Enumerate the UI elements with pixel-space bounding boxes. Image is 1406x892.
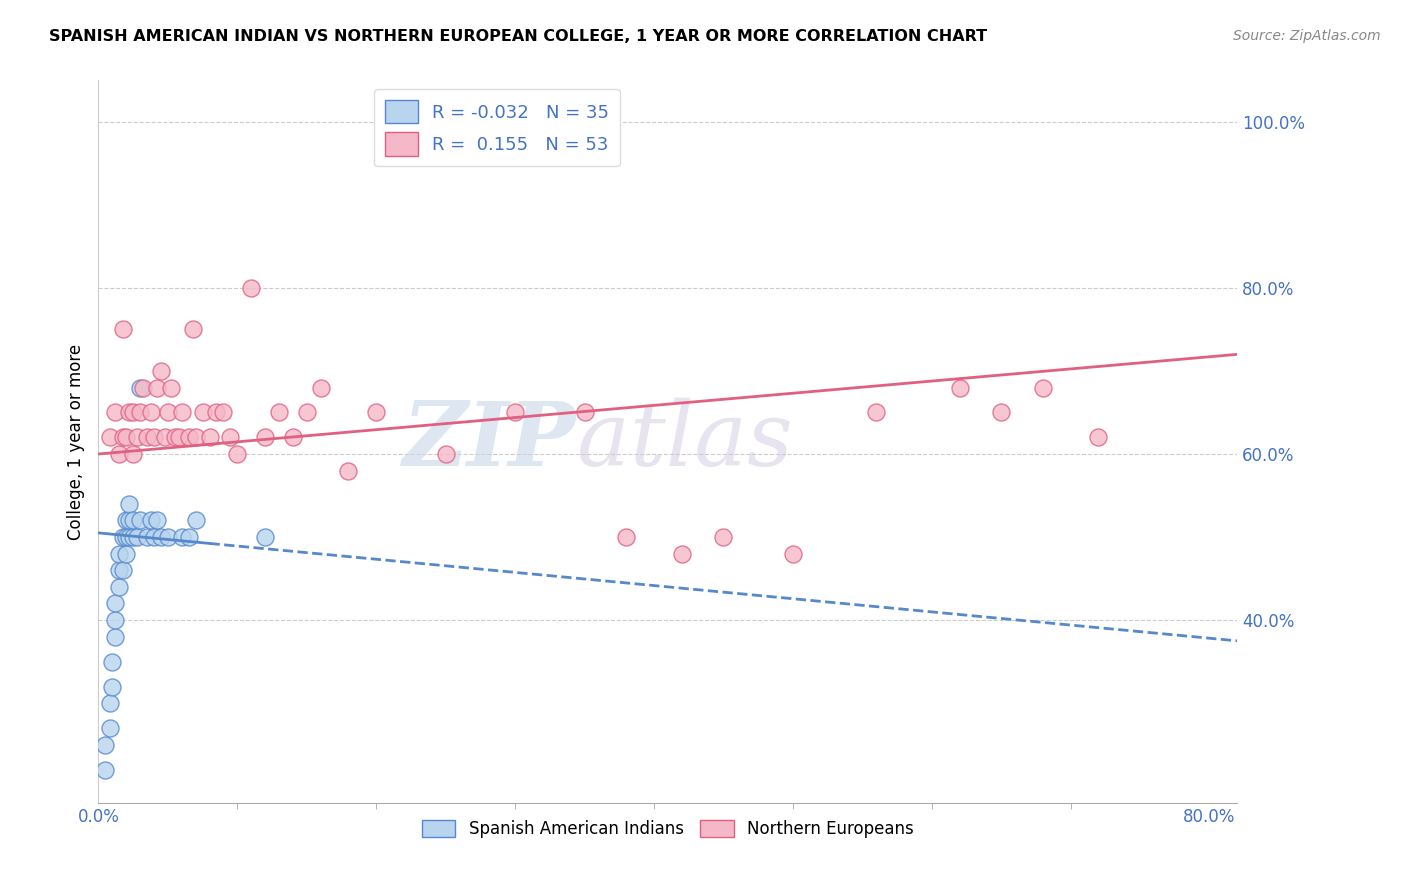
Point [159, 380, 181, 394]
Point [112, 530, 135, 544]
Point [205, 405, 228, 419]
Point [98, 696, 121, 710]
Point [112, 430, 135, 444]
Point [118, 405, 141, 419]
Point [98, 430, 121, 444]
Point [127, 530, 149, 544]
Point [108, 563, 131, 577]
Point [122, 513, 145, 527]
Point [122, 447, 145, 461]
Text: ZIP: ZIP [404, 399, 576, 484]
Point [104, 613, 127, 627]
Point [136, 530, 159, 544]
Point [267, 405, 290, 419]
Point [129, 405, 152, 419]
Point [149, 530, 172, 544]
Point [1087, 430, 1109, 444]
Point [101, 680, 124, 694]
Point [170, 405, 193, 419]
Point [226, 447, 249, 461]
Point [141, 405, 163, 419]
Point [112, 322, 135, 336]
Point [574, 405, 596, 419]
Text: atlas: atlas [576, 398, 793, 485]
Point [104, 405, 127, 419]
Point [153, 430, 176, 444]
Point [129, 380, 152, 394]
Point [191, 405, 214, 419]
Point [115, 547, 138, 561]
Point [143, 430, 166, 444]
Point [118, 497, 141, 511]
Point [184, 430, 207, 444]
Point [167, 430, 190, 444]
Point [145, 380, 167, 394]
Point [503, 405, 526, 419]
Text: Source: ZipAtlas.com: Source: ZipAtlas.com [1233, 29, 1381, 44]
Point [115, 513, 138, 527]
Point [118, 513, 141, 527]
Point [254, 530, 277, 544]
Point [104, 597, 127, 611]
Point [132, 380, 155, 394]
Point [240, 281, 263, 295]
Point [713, 530, 735, 544]
Point [366, 405, 388, 419]
Point [149, 364, 172, 378]
Point [219, 430, 242, 444]
Point [108, 547, 131, 561]
Point [122, 405, 145, 419]
Point [115, 530, 138, 544]
Point [118, 530, 141, 544]
Point [170, 530, 193, 544]
Point [104, 630, 127, 644]
Point [254, 430, 277, 444]
Text: SPANISH AMERICAN INDIAN VS NORTHERN EUROPEAN COLLEGE, 1 YEAR OR MORE CORRELATION: SPANISH AMERICAN INDIAN VS NORTHERN EURO… [49, 29, 987, 45]
Point [782, 547, 804, 561]
Y-axis label: College, 1 year or more: College, 1 year or more [66, 343, 84, 540]
Point [1032, 380, 1054, 394]
Point [295, 405, 318, 419]
Point [94, 738, 117, 752]
Point [177, 430, 200, 444]
Point [156, 530, 179, 544]
Point [163, 430, 186, 444]
Point [112, 563, 135, 577]
Point [177, 530, 200, 544]
Point [108, 447, 131, 461]
Point [136, 430, 159, 444]
Point [434, 447, 457, 461]
Point [98, 721, 121, 735]
Point [614, 530, 637, 544]
Legend: Spanish American Indians, Northern Europeans: Spanish American Indians, Northern Europ… [415, 814, 921, 845]
Point [865, 405, 887, 419]
Point [145, 513, 167, 527]
Point [108, 580, 131, 594]
Point [143, 530, 166, 544]
Point [181, 322, 204, 336]
Point [115, 430, 138, 444]
Point [198, 430, 221, 444]
Point [212, 405, 235, 419]
Point [281, 430, 304, 444]
Point [156, 405, 179, 419]
Point [101, 655, 124, 669]
Point [122, 530, 145, 544]
Point [948, 380, 970, 394]
Point [94, 763, 117, 777]
Point [990, 405, 1012, 419]
Point [129, 513, 152, 527]
Point [337, 464, 360, 478]
Point [184, 513, 207, 527]
Point [127, 430, 149, 444]
Point [309, 380, 332, 394]
Point [141, 513, 163, 527]
Point [671, 547, 693, 561]
